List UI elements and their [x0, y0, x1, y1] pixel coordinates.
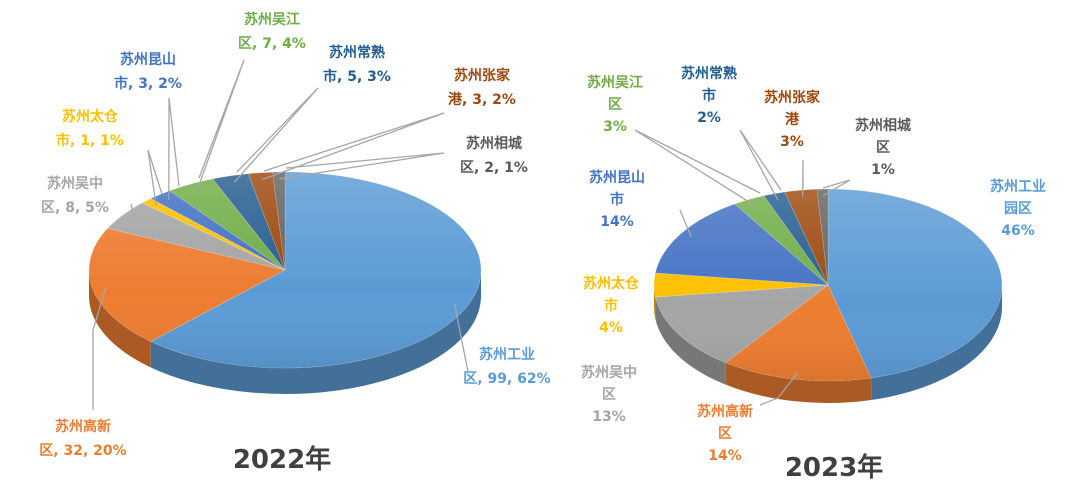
leader-line-3: [147, 149, 163, 206]
slice-label-1-line1: 苏州高新: [697, 403, 753, 420]
leader-line-8: [279, 152, 445, 180]
slice-label-6-line2: 市, 5, 3%: [323, 68, 391, 85]
pie-side-walls: [89, 270, 481, 394]
pie-labels: 苏州工业园区46%苏州高新区14%苏州吴中区13%苏州太仓市4%苏州昆山市14%…: [581, 65, 1046, 464]
slice-label-2-line1: 苏州吴中: [581, 364, 637, 381]
leader-line-4: [168, 97, 180, 200]
pie-side-2: [655, 297, 726, 385]
slice-label-1-line2: 区, 32, 20%: [39, 443, 126, 459]
slice-label-0-line3: 46%: [1001, 223, 1035, 239]
slice-label-4-line1: 苏州昆山: [589, 169, 645, 186]
pie-side-1: [725, 362, 872, 403]
slice-label-1-line2: 区: [718, 426, 732, 442]
pie-side-0: [150, 270, 481, 394]
leader-line-1: [92, 286, 107, 410]
pie-side-1: [89, 270, 151, 368]
pie-gloss: [89, 172, 481, 368]
slice-label-7-line1: 苏州张家: [454, 67, 511, 84]
leader-line-8: [822, 179, 851, 197]
slice-label-4-line2: 市: [610, 191, 624, 208]
slice-label-4-line3: 14%: [600, 214, 634, 230]
slice-label-1-line3: 14%: [708, 448, 742, 464]
slice-label-0-line1: 苏州工业: [479, 346, 535, 363]
leader-line-2: [130, 203, 135, 219]
slice-label-6-line1: 苏州常熟: [681, 65, 737, 82]
slice-label-7-line1: 苏州张家: [764, 89, 821, 106]
slice-label-7-line2: 港, 3, 2%: [448, 91, 516, 108]
leader-line-5: [634, 129, 761, 207]
slice-label-8-line1: 苏州相城: [855, 117, 911, 134]
slice-label-6-line1: 苏州常熟: [329, 44, 385, 61]
slice-label-8-line1: 苏州相城: [466, 135, 522, 152]
leader-line-5: [196, 59, 245, 191]
slice-label-3-line1: 苏州太仓: [62, 108, 119, 125]
slice-label-7-line3: 3%: [780, 134, 804, 150]
slice-label-5-line1: 苏州吴江: [587, 74, 643, 91]
pie-gloss: [654, 189, 1002, 381]
chart-title-2023: 2023年: [785, 452, 883, 483]
leader-line-0: [453, 303, 469, 373]
leader-line-6: [739, 129, 782, 201]
slice-label-3-line2: 市, 1, 1%: [56, 132, 124, 149]
slice-label-2-line2: 区, 8, 5%: [41, 200, 109, 216]
pie-chart-2023: 苏州工业园区46%苏州高新区14%苏州吴中区13%苏州太仓市4%苏州昆山市14%…: [581, 65, 1046, 464]
slice-label-8-line2: 区, 2, 1%: [460, 160, 528, 176]
pie-side-3: [654, 285, 656, 320]
slice-label-6-line2: 市: [702, 87, 716, 104]
slice-label-0-line1: 苏州工业: [990, 178, 1046, 195]
slice-label-5-line2: 区, 7, 4%: [238, 36, 306, 52]
slice-label-7-line2: 港: [785, 111, 800, 128]
slice-label-2-line2: 区: [602, 387, 616, 403]
slice-label-5-line3: 3%: [603, 119, 627, 135]
pie-side-walls: [654, 285, 1002, 403]
slice-label-3-line2: 市: [604, 297, 618, 314]
chart-title-2022: 2022年: [233, 444, 331, 475]
slice-label-4-line1: 苏州昆山: [120, 51, 176, 68]
slice-label-8-line2: 区: [876, 140, 890, 156]
leader-line-6: [233, 87, 319, 183]
slice-label-0-line2: 区, 99, 62%: [463, 371, 550, 387]
pie-side-0: [871, 285, 1002, 400]
slice-label-6-line3: 2%: [697, 110, 721, 126]
slice-label-3-line1: 苏州太仓: [583, 275, 640, 292]
leader-line-4: [679, 209, 692, 238]
slice-label-3-line3: 4%: [599, 320, 623, 336]
leader-line-1: [759, 372, 799, 406]
leader-line-7: [261, 112, 445, 181]
slice-label-0-line2: 园区: [1004, 201, 1032, 217]
slice-label-5-line1: 苏州吴江: [244, 11, 300, 28]
slice-label-2-line3: 13%: [592, 409, 626, 425]
slice-label-4-line2: 市, 3, 2%: [114, 75, 182, 92]
slice-label-1-line1: 苏州高新: [55, 418, 111, 435]
slice-label-5-line2: 区: [608, 97, 622, 113]
slice-label-2-line1: 苏州吴中: [47, 175, 103, 192]
slice-label-8-line3: 1%: [871, 162, 895, 178]
